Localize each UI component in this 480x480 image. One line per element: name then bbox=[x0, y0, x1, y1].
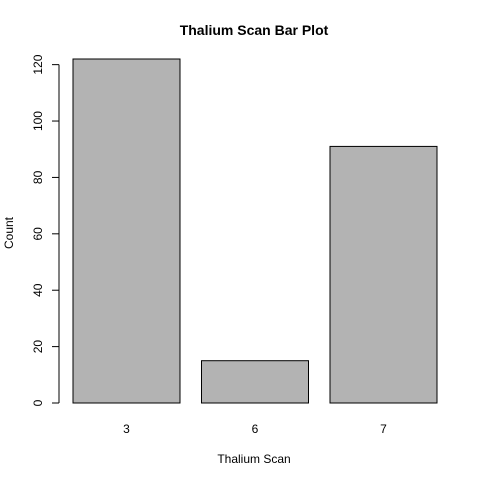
bar-3 bbox=[72, 58, 181, 404]
x-axis-label: Thalium Scan bbox=[217, 452, 290, 466]
chart-title: Thalium Scan Bar Plot bbox=[180, 22, 329, 38]
x-tick-label: 6 bbox=[252, 422, 259, 436]
y-tick-label: 40 bbox=[31, 283, 45, 297]
y-axis-label: Count bbox=[2, 216, 16, 249]
bars-group bbox=[72, 58, 438, 404]
x-tick-label: 7 bbox=[380, 422, 387, 436]
x-axis-tick-labels: 3 6 7 bbox=[123, 422, 387, 436]
y-tick-label: 0 bbox=[31, 399, 45, 406]
y-tick-label: 100 bbox=[31, 111, 45, 131]
y-axis: 0 20 40 60 80 100 120 bbox=[31, 54, 60, 406]
y-tick-label: 120 bbox=[31, 54, 45, 74]
y-tick-label: 60 bbox=[31, 227, 45, 241]
y-tick-label: 20 bbox=[31, 340, 45, 354]
bar-6 bbox=[201, 360, 309, 404]
x-tick-label: 3 bbox=[123, 422, 130, 436]
bar-7 bbox=[329, 145, 438, 404]
y-tick-label: 80 bbox=[31, 170, 45, 184]
